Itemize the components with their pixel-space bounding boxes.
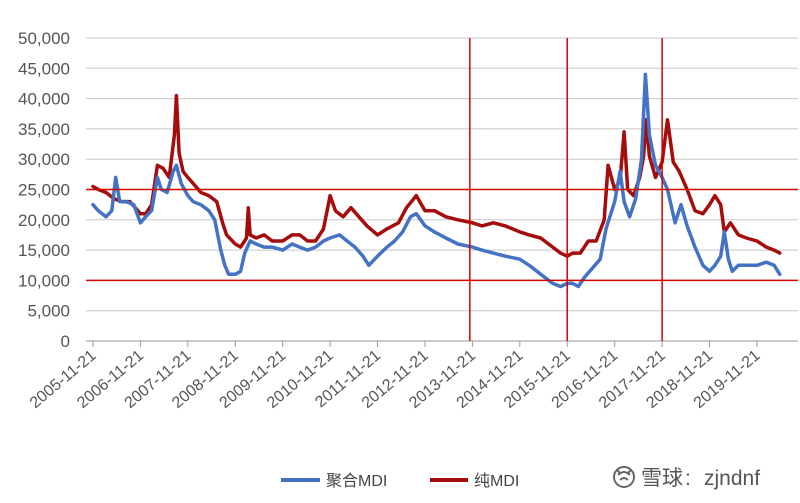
legend-label-composite-mdi: 聚合MDI bbox=[326, 472, 387, 490]
snowball-logo-icon bbox=[613, 466, 635, 488]
y-tick-label: 50,000 bbox=[18, 29, 70, 48]
y-tick-label: 40,000 bbox=[18, 90, 70, 109]
watermark-site-name: 雪球 bbox=[641, 467, 683, 490]
axes bbox=[86, 340, 798, 347]
y-tick-label: 30,000 bbox=[18, 150, 70, 169]
y-tick-label: 15,000 bbox=[18, 241, 70, 260]
series-composite-mdi-line bbox=[91, 72, 782, 289]
reference-lines bbox=[86, 38, 798, 341]
x-axis-tick-labels: 2005-11-212006-11-212007-11-212008-11-21… bbox=[27, 347, 764, 412]
watermark: 雪球 : zjndnf bbox=[613, 466, 760, 490]
legend: 聚合MDI 纯MDI bbox=[281, 472, 519, 490]
y-axis-tick-labels: 0 5,000 10,000 15,000 20,000 25,000 30,000 35,0… bbox=[18, 29, 70, 351]
legend-label-pure-mdi: 纯MDI bbox=[474, 472, 519, 490]
y-tick-label: 35,000 bbox=[18, 120, 70, 139]
y-tick-label: 5,000 bbox=[27, 302, 70, 321]
series-pure-mdi-line bbox=[91, 93, 782, 258]
y-tick-label: 0 bbox=[61, 332, 70, 351]
y-tick-label: 25,000 bbox=[18, 181, 70, 200]
data-series bbox=[91, 72, 782, 289]
grid-lines bbox=[86, 37, 798, 312]
y-tick-label: 20,000 bbox=[18, 211, 70, 230]
watermark-separator: : bbox=[685, 467, 691, 490]
watermark-handle: zjndnf bbox=[704, 467, 760, 490]
y-tick-label: 45,000 bbox=[18, 59, 70, 78]
y-tick-label: 10,000 bbox=[18, 271, 70, 290]
